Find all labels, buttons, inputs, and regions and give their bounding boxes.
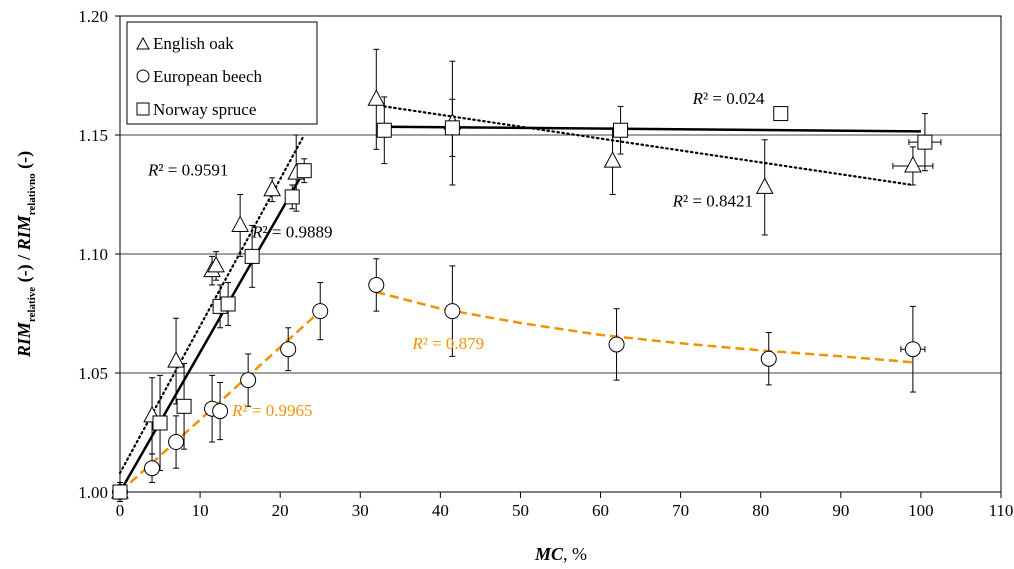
x-axis-label-unit: , % bbox=[563, 544, 587, 564]
marker-norway-spruce bbox=[284, 189, 300, 205]
marker-english-oak bbox=[263, 179, 282, 197]
marker-norway-spruce bbox=[244, 248, 260, 264]
marker-european-beech bbox=[144, 460, 161, 477]
r-squared-value: ² = 0.9965 bbox=[243, 401, 313, 420]
x-tick-label: 100 bbox=[908, 501, 934, 520]
marker-english-oak bbox=[755, 177, 774, 194]
marker-norway-spruce bbox=[613, 122, 629, 138]
y-tick-label: 1.10 bbox=[78, 245, 108, 264]
marker-norway-spruce bbox=[112, 484, 128, 500]
y-tick-label: 1.15 bbox=[78, 126, 108, 145]
r-squared-value: ² = 0.879 bbox=[423, 334, 484, 353]
x-tick-label: 110 bbox=[989, 501, 1014, 520]
marker-european-beech bbox=[444, 303, 461, 320]
x-axis-label: MC, % bbox=[534, 544, 587, 564]
marker-european-beech bbox=[212, 403, 229, 420]
x-tick-label: 20 bbox=[272, 501, 289, 520]
r-squared-label: R² = 0.9889 bbox=[251, 222, 332, 241]
r-squared-value: ² = 0.9889 bbox=[263, 222, 333, 241]
marker-english-oak bbox=[367, 89, 386, 106]
marker-norway-spruce bbox=[220, 296, 236, 312]
r-squared-label: R² = 0.024 bbox=[692, 89, 765, 108]
r-squared-label: R² = 0.879 bbox=[411, 334, 484, 353]
x-tick-label: 10 bbox=[192, 501, 209, 520]
r-squared-label: R² = 0.9965 bbox=[231, 401, 312, 420]
marker-english-oak bbox=[167, 351, 185, 368]
r-symbol: R bbox=[672, 191, 684, 210]
x-tick-label: 0 bbox=[116, 501, 125, 520]
marker-norway-spruce bbox=[444, 120, 460, 136]
marker-norway-spruce bbox=[376, 122, 392, 138]
y-axis-label-sep: (-) / bbox=[14, 250, 35, 286]
marker-english-oak bbox=[904, 155, 922, 173]
marker-norway-spruce bbox=[773, 106, 789, 122]
r-squared-label: R² = 0.9591 bbox=[147, 160, 228, 179]
y-axis-label: RIMrelative (-) / RIMrelativno (-) bbox=[14, 151, 38, 358]
marker-norway-spruce bbox=[296, 163, 312, 179]
marker-european-beech bbox=[608, 336, 625, 353]
y-axis-label-sub-1: relative bbox=[26, 287, 38, 322]
legend-label-european-beech: European beech bbox=[153, 67, 263, 86]
x-tick-label: 70 bbox=[672, 501, 689, 520]
trendline-norway-spruce bbox=[118, 170, 306, 493]
y-tick-label: 1.05 bbox=[78, 364, 108, 383]
y-axis-label-rim-1: RIM bbox=[14, 321, 34, 358]
legend-square-icon bbox=[136, 102, 150, 116]
x-tick-label: 60 bbox=[592, 501, 609, 520]
legend-circle-icon bbox=[136, 69, 150, 83]
x-axis-ticks: 0 10 20 30 40 50 60 70 80 90 100 110 bbox=[116, 492, 1014, 520]
x-tick-label: 30 bbox=[352, 501, 369, 520]
legend-label-english-oak: English oak bbox=[153, 34, 234, 53]
r-squared-value: ² = 0.9591 bbox=[158, 160, 228, 179]
trendline-european-beech bbox=[375, 290, 914, 364]
marker-english-oak bbox=[207, 255, 225, 273]
legend: English oak European beech Norway spruce bbox=[126, 21, 318, 125]
trendline-norway-spruce bbox=[384, 125, 921, 133]
legend-item-norway-spruce: Norway spruce bbox=[136, 100, 256, 119]
legend-label-norway-spruce: Norway spruce bbox=[153, 100, 256, 119]
y-axis-label-end: (-) bbox=[14, 151, 35, 173]
marker-european-beech bbox=[240, 372, 257, 389]
marker-european-beech bbox=[280, 341, 297, 358]
marker-european-beech bbox=[312, 303, 329, 320]
gridlines bbox=[120, 134, 1001, 374]
marker-norway-spruce bbox=[176, 398, 192, 414]
legend-triangle-icon bbox=[136, 36, 150, 50]
marker-english-oak bbox=[231, 215, 249, 232]
y-axis-label-sub-2: relativno bbox=[26, 173, 38, 215]
marker-european-beech bbox=[760, 350, 777, 367]
marker-norway-spruce bbox=[917, 134, 933, 150]
y-tick-label: 1.20 bbox=[78, 7, 108, 26]
marker-european-beech bbox=[904, 341, 921, 358]
r-squared-value: ² = 0.8421 bbox=[683, 191, 753, 210]
x-tick-label: 40 bbox=[432, 501, 449, 520]
y-tick-label: 1.00 bbox=[78, 483, 108, 502]
marker-norway-spruce bbox=[152, 415, 168, 431]
legend-item-european-beech: European beech bbox=[136, 67, 263, 86]
r-squared-value: ² = 0.024 bbox=[703, 89, 765, 108]
y-axis-ticks: 1.00 1.05 1.10 1.15 1.20 bbox=[78, 7, 120, 502]
marker-english-oak bbox=[603, 151, 622, 168]
trendline-english-oak bbox=[383, 105, 915, 187]
x-tick-label: 50 bbox=[512, 501, 529, 520]
x-tick-label: 80 bbox=[752, 501, 769, 520]
r-symbol: R bbox=[147, 160, 159, 179]
marker-european-beech bbox=[368, 276, 385, 293]
data-markers bbox=[111, 89, 933, 500]
marker-european-beech bbox=[168, 434, 185, 451]
r-symbol: R bbox=[692, 89, 704, 108]
r-symbol: R bbox=[251, 222, 263, 241]
x-axis-label-main: MC bbox=[534, 544, 564, 564]
y-axis-label-rim-2: RIM bbox=[14, 214, 34, 251]
legend-item-english-oak: English oak bbox=[136, 34, 234, 53]
r-squared-label: R² = 0.8421 bbox=[672, 191, 753, 210]
legend-box bbox=[126, 21, 318, 125]
x-tick-label: 90 bbox=[832, 501, 849, 520]
r-symbol: R bbox=[231, 401, 243, 420]
r-symbol: R bbox=[411, 334, 423, 353]
